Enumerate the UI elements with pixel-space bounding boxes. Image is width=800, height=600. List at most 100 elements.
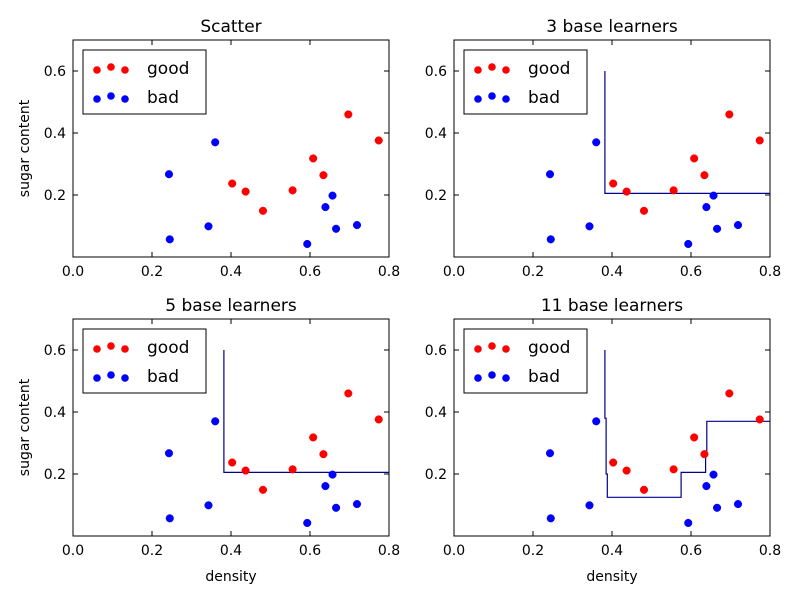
point-bad [165, 235, 174, 244]
y-tick-label: 0.4 [44, 126, 66, 142]
legend-marker-bad [121, 95, 129, 103]
point-good [309, 433, 318, 442]
point-bad [546, 514, 555, 523]
point-good [258, 206, 268, 215]
x-tick-label: 0.6 [680, 264, 702, 280]
subplot-title: 5 base learners [165, 296, 297, 316]
x-axis-label: density [586, 569, 637, 585]
point-bad [352, 500, 362, 509]
x-tick-label: 0.4 [601, 264, 623, 280]
point-good [755, 136, 764, 145]
legend-marker-good [474, 345, 482, 353]
point-good [344, 110, 353, 119]
x-tick-label: 0.4 [220, 264, 242, 280]
legend-marker-bad [107, 92, 115, 100]
y-tick-label: 0.2 [425, 467, 447, 483]
x-tick-label: 0.2 [522, 264, 544, 280]
point-bad [164, 170, 174, 179]
point-bad [328, 191, 337, 200]
x-tick-label: 0.2 [522, 543, 544, 559]
point-good [609, 179, 618, 188]
point-bad [545, 449, 555, 458]
legend-marker-good [107, 342, 115, 350]
subplot-1: 0.0 0.2 0.4 0.6 0.8 0.2 0.4 0.6 Scatter sugar con… [17, 17, 400, 280]
point-bad [165, 514, 174, 523]
point-bad [585, 222, 594, 231]
legend-marker-good [121, 66, 129, 74]
point-bad [211, 417, 220, 426]
point-good [725, 110, 734, 119]
point-bad [303, 518, 312, 528]
subplot-3: 0.0 0.2 0.4 0.6 0.8 0.2 0.4 0.6 5 base learners d… [17, 296, 400, 585]
y-tick-label: 0.4 [425, 405, 447, 421]
legend-marker-bad [93, 95, 101, 103]
point-bad [204, 222, 213, 231]
legend-marker-bad [474, 95, 482, 103]
legend-marker-good [474, 66, 482, 74]
point-bad [709, 470, 718, 479]
legend-marker-bad [488, 92, 496, 100]
point-bad [352, 221, 362, 230]
legend-box [463, 328, 588, 394]
point-bad [321, 203, 330, 212]
point-good [228, 179, 237, 188]
point-bad [702, 203, 711, 212]
legend-marker-good [502, 66, 510, 74]
point-good [228, 458, 237, 467]
point-bad [713, 503, 722, 512]
x-axis-label: density [205, 569, 256, 585]
point-good [700, 171, 709, 180]
x-tick-label: 0.0 [443, 264, 465, 280]
point-bad [585, 501, 594, 510]
subplot-title: Scatter [200, 17, 261, 37]
point-bad [303, 239, 312, 249]
point-good [669, 186, 678, 195]
point-good [639, 206, 649, 215]
y-tick-label: 0.4 [44, 405, 66, 421]
legend-marker-good [121, 345, 129, 353]
subplot-4: 0.0 0.2 0.4 0.6 0.8 0.2 0.4 0.6 11 base learners… [425, 296, 781, 585]
x-tick-label: 0.6 [299, 264, 321, 280]
point-good [319, 450, 328, 459]
point-bad [684, 518, 693, 528]
point-good [241, 187, 250, 196]
x-tick-label: 0.4 [601, 543, 623, 559]
point-bad [709, 191, 718, 200]
legend-marker-good [107, 63, 115, 71]
point-bad [328, 470, 337, 479]
legend-marker-bad [502, 95, 510, 103]
subplot-2: 0.0 0.2 0.4 0.6 0.8 0.2 0.4 0.6 3 base learners g… [425, 17, 781, 280]
legend-marker-good [502, 345, 510, 353]
y-axis-label: sugar content [17, 378, 33, 476]
legend-label-bad: bad [528, 88, 560, 108]
point-good [309, 154, 318, 163]
point-bad [545, 170, 555, 179]
x-tick-label: 0.2 [141, 264, 163, 280]
legend-marker-bad [93, 374, 101, 382]
y-tick-label: 0.2 [44, 188, 66, 204]
y-tick-label: 0.2 [425, 188, 447, 204]
point-good [241, 466, 250, 475]
point-good [725, 389, 734, 398]
legend-label-good: good [528, 59, 570, 79]
subplot-title: 3 base learners [546, 17, 678, 37]
legend-marker-good [488, 63, 496, 71]
point-good [609, 458, 618, 467]
legend-label-good: good [147, 59, 189, 79]
x-tick-label: 0.8 [759, 543, 781, 559]
point-good [622, 187, 631, 196]
legend-marker-bad [121, 374, 129, 382]
point-good [288, 465, 297, 474]
point-bad [592, 417, 601, 426]
x-tick-label: 0.8 [759, 264, 781, 280]
point-bad [592, 138, 601, 147]
legend-box [82, 49, 207, 115]
x-tick-label: 0.8 [378, 543, 400, 559]
x-tick-label: 0.0 [62, 543, 84, 559]
point-good [258, 485, 268, 494]
point-bad [733, 221, 743, 230]
legend-marker-good [488, 342, 496, 350]
legend-label-good: good [147, 338, 189, 358]
y-tick-label: 0.4 [425, 126, 447, 142]
